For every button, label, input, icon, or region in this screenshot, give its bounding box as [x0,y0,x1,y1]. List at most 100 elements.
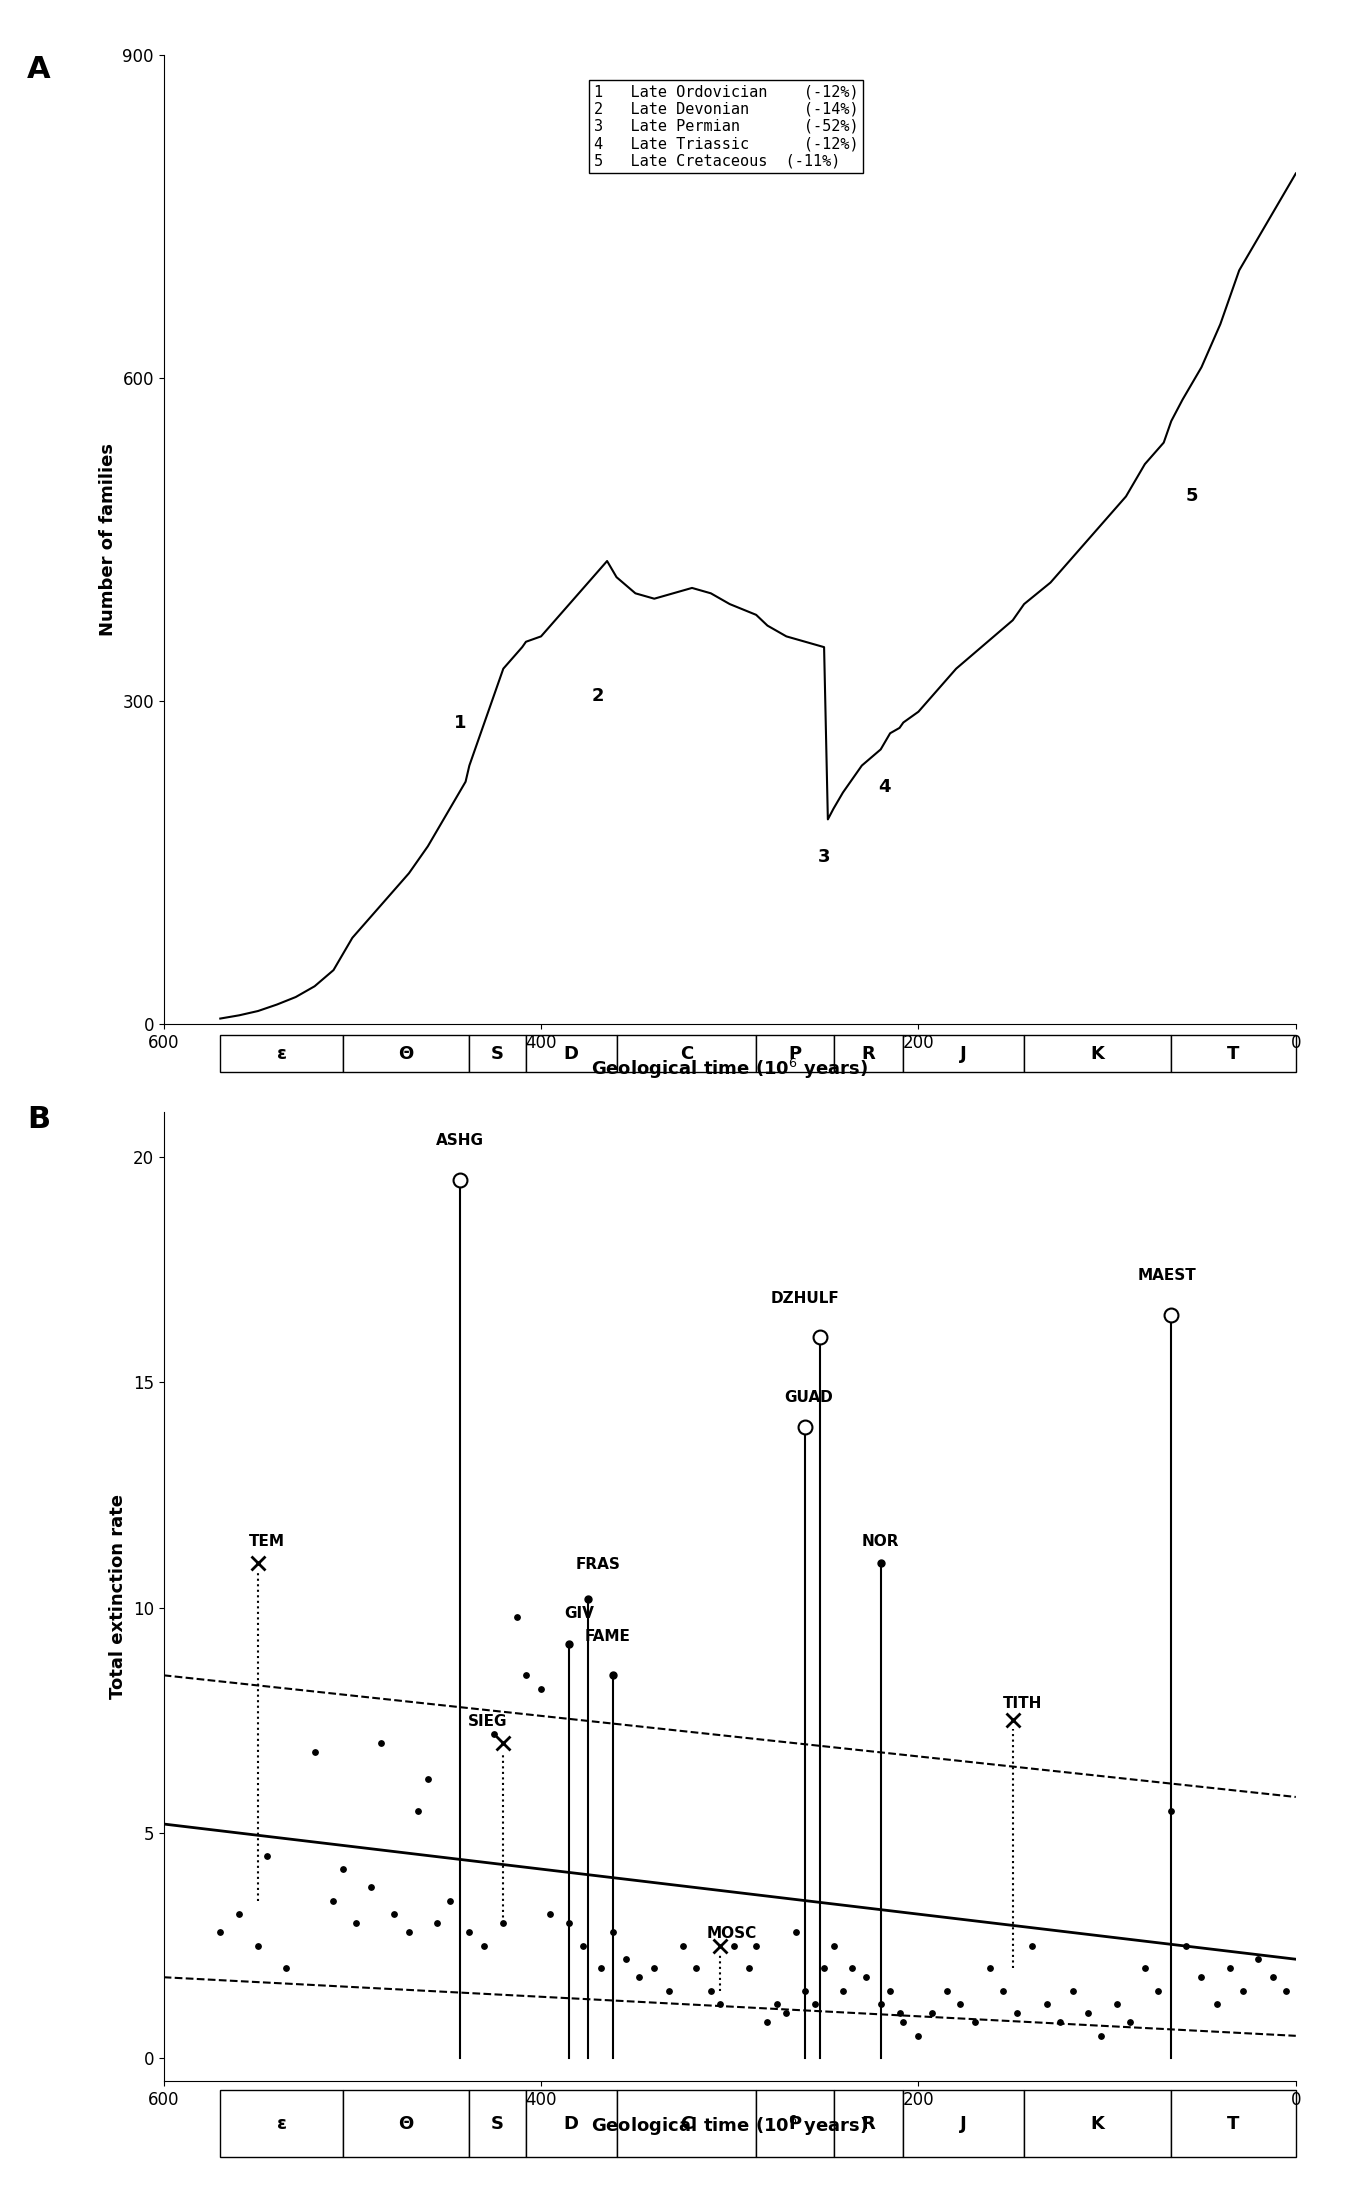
Text: 2: 2 [592,687,604,705]
Point [629,1960,651,1995]
Text: J: J [960,1044,967,1064]
Point [870,1986,892,2021]
Point [832,1973,854,2008]
Point [531,1671,552,1707]
Point [558,1905,580,1940]
Text: D: D [563,1044,578,1064]
Text: 5: 5 [1185,487,1198,506]
Bar [833,2090,903,2158]
Text: R: R [862,1044,876,1064]
Text: MAEST: MAEST [1138,1268,1196,1284]
Point [738,1951,760,1986]
Bar [220,2090,342,2158]
Bar [220,1035,342,1072]
Point [936,1973,958,2008]
Point [723,1929,745,1964]
Point [345,1905,367,1940]
Point [644,1951,666,1986]
Point [1176,1929,1198,1964]
Point [889,1995,911,2030]
Point [745,1929,767,1964]
Bar [903,2090,1024,2158]
Point [685,1951,707,1986]
Point [276,1951,297,1986]
Point [473,1929,495,1964]
Bar [756,2090,833,2158]
Point [322,1883,344,1918]
Bar [903,1035,1024,1072]
Point [949,1986,971,2021]
Text: TEM: TEM [248,1535,285,1550]
Text: FAME: FAME [584,1629,630,1643]
Point [659,1973,681,2008]
Bar [1024,2090,1172,2158]
Text: Θ: Θ [398,1044,413,1064]
Point [1005,1995,1027,2030]
Text: NOR: NOR [862,1535,899,1550]
Point [1219,1951,1241,1986]
Bar [617,1035,756,1072]
Point [228,1896,250,1931]
Text: 4: 4 [878,777,891,797]
Point [1049,2004,1071,2039]
Point [775,1995,797,2030]
Text: T: T [1228,1044,1240,1064]
Point [602,1914,623,1949]
Point [1262,1960,1284,1995]
Point [1133,1951,1155,1986]
Point [964,2004,986,2039]
Point [794,1973,816,2008]
Text: B: B [27,1105,50,1134]
Text: ε: ε [277,1044,286,1064]
Point [439,1883,461,1918]
Point [1161,1792,1183,1828]
Bar [527,1035,617,1072]
Point [370,1726,391,1762]
Point [427,1905,449,1940]
Text: DZHULF: DZHULF [771,1290,840,1306]
Text: GUAD: GUAD [784,1389,833,1405]
Text: D: D [563,2114,578,2134]
Point [591,1951,612,1986]
Text: J: J [960,2114,967,2134]
Point [1020,1929,1042,1964]
Text: P: P [788,2114,802,2134]
Text: ASHG: ASHG [436,1134,484,1147]
Point [767,1986,788,2021]
Bar [342,1035,469,1072]
Point [1191,1960,1213,1995]
Point [709,1986,731,2021]
Text: R: R [862,2114,876,2134]
Point [417,1762,439,1797]
Point [921,1995,943,2030]
Text: T: T [1228,2114,1240,2134]
Point [247,1929,269,1964]
Point [1091,2019,1113,2054]
Text: 3: 3 [818,848,831,865]
Point [506,1599,528,1634]
Point [993,1973,1015,2008]
Point [516,1658,537,1693]
Text: Θ: Θ [398,2114,413,2134]
Point [1078,1995,1099,2030]
Point [671,1929,693,1964]
Y-axis label: Number of families: Number of families [98,443,117,636]
Text: S: S [491,1044,505,1064]
Point [1118,2004,1140,2039]
Point [907,2019,929,2054]
Bar [617,2090,756,2158]
Bar [833,1035,903,1072]
Text: 1   Late Ordovician    (-12%)
2   Late Devonian      (-14%)
3   Late Permian    : 1 Late Ordovician (-12%) 2 Late Devonian… [593,84,858,170]
Text: GIV: GIV [563,1605,593,1621]
Bar [1172,2090,1296,2158]
Point [383,1896,405,1931]
Point [1106,1986,1128,2021]
Point [784,1914,806,1949]
Text: 1: 1 [454,713,466,731]
Point [842,1951,863,1986]
Bar [527,2090,617,2158]
Point [822,1929,844,1964]
Point [813,1951,835,1986]
Point [1275,1973,1297,2008]
Text: K: K [1091,2114,1105,2134]
